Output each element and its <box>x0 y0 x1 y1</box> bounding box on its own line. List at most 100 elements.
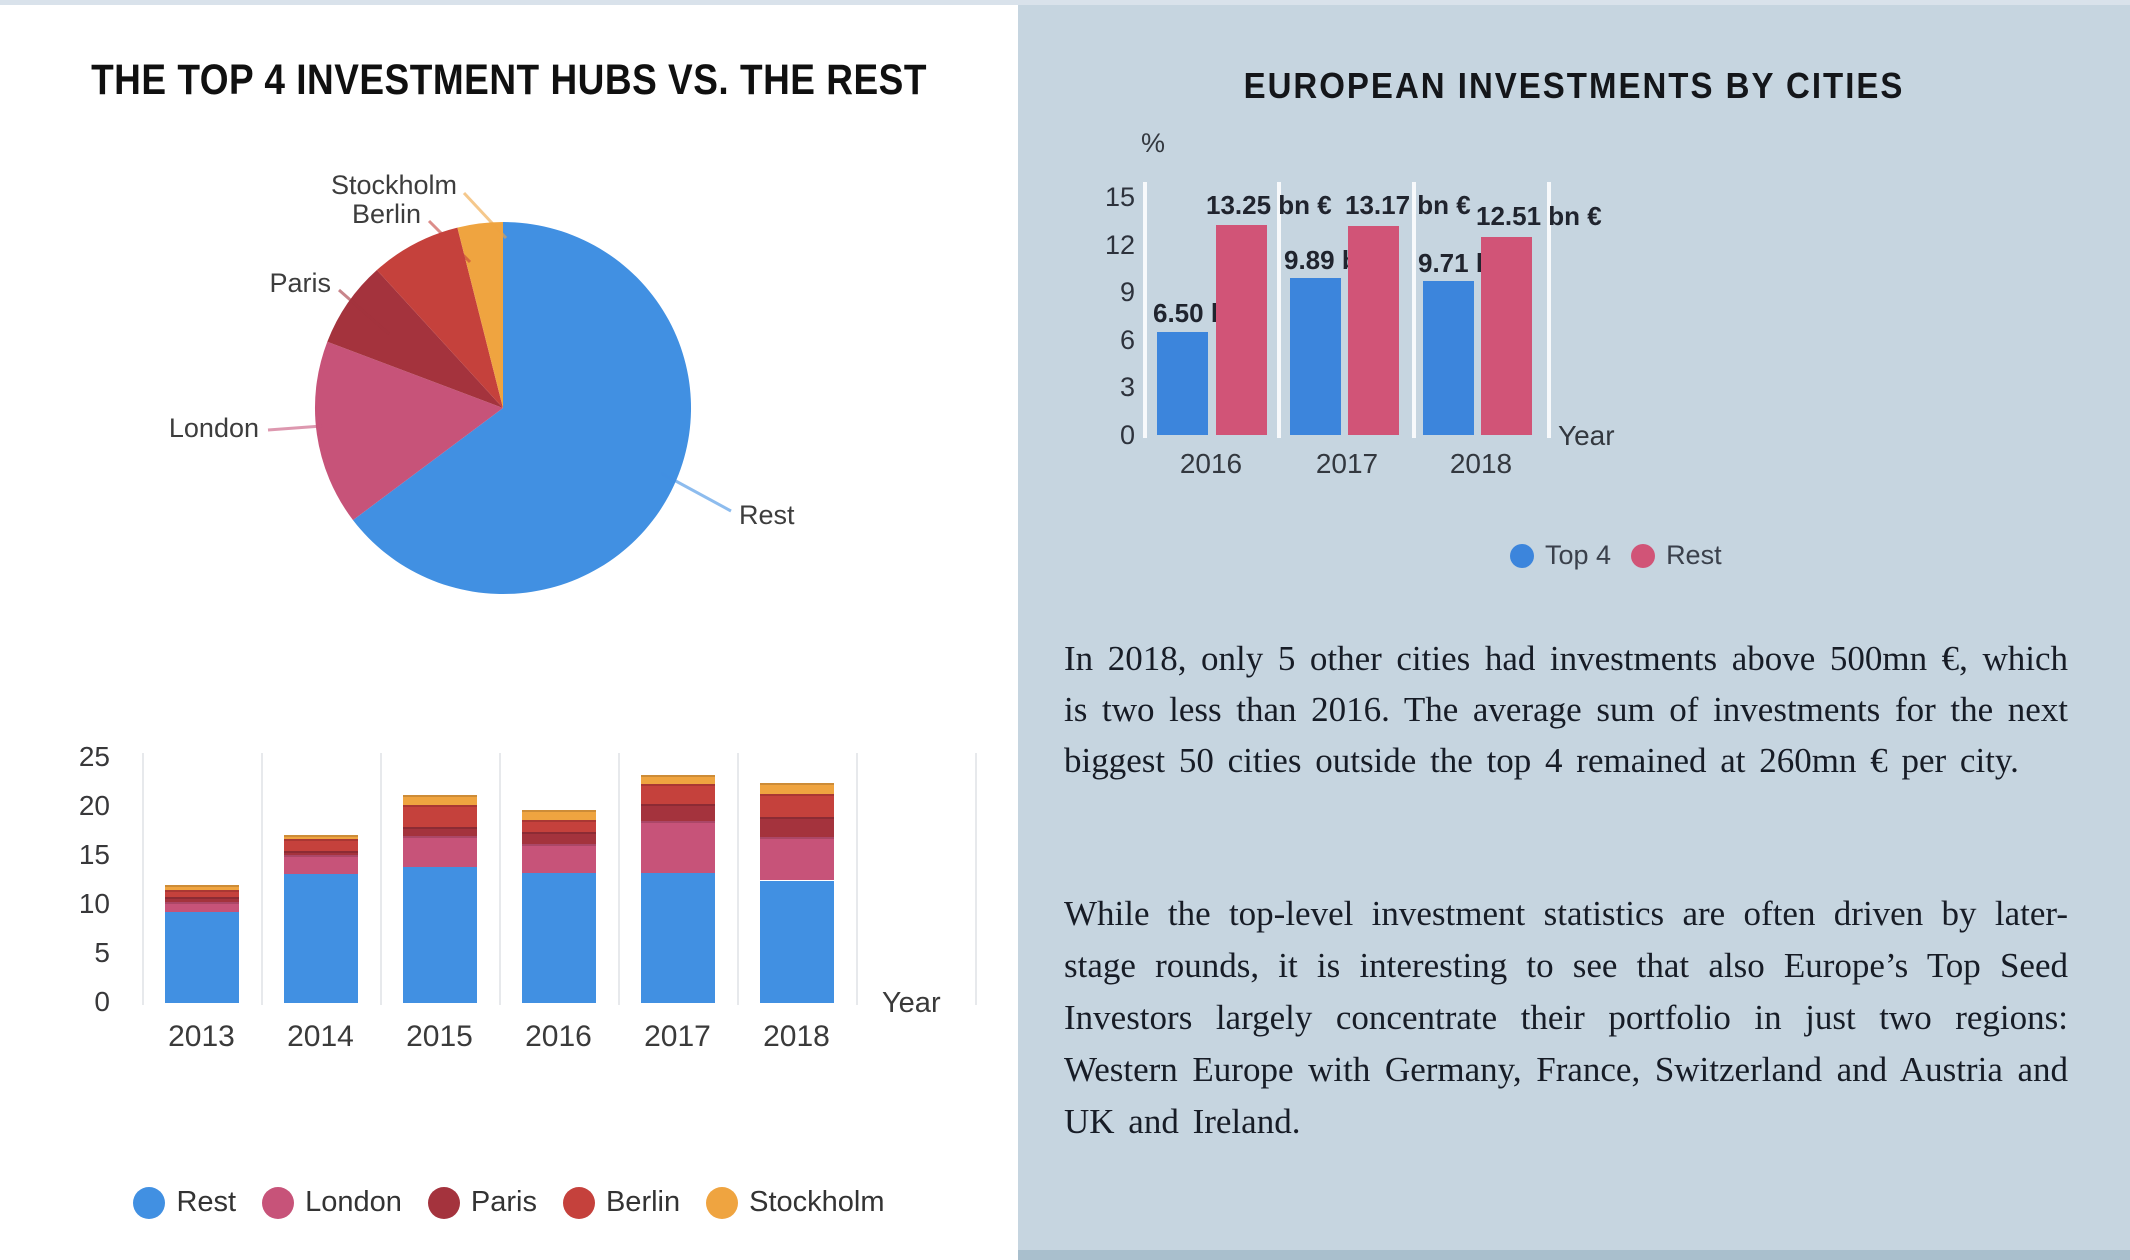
grouped-x-tick-2017: 2017 <box>1315 448 1379 479</box>
pie-leader-paris <box>338 288 390 336</box>
bar-segment-stockholm-2014 <box>283 835 358 840</box>
bar-segment-paris-2017 <box>640 804 715 821</box>
legend-item-rest: Rest <box>1631 540 1722 571</box>
grouped-x-tick-2018: 2018 <box>1449 448 1513 479</box>
bar-segment-rest-2014 <box>283 873 358 1003</box>
pie-slice-stockholm <box>457 222 503 408</box>
pie-leader-london <box>267 424 323 432</box>
stacked-y-tick-20: 20 <box>78 790 110 821</box>
grouped-gridline-0 <box>1143 182 1147 438</box>
grouped-chart-legend: Top 4 Rest <box>1510 540 1722 571</box>
bar-segment-london-2013 <box>164 902 239 912</box>
stacked-chart-legend: Rest London Paris Berlin Stockholm <box>0 1186 1018 1219</box>
grouped-y-tick-9: 9 <box>1119 277 1135 308</box>
legend-label-berlin: Berlin <box>605 1186 681 1218</box>
bar-segment-london-2015 <box>402 836 477 867</box>
top-strip <box>0 0 2130 5</box>
bar-segment-london-2014 <box>283 855 358 874</box>
pie-slice-rest <box>353 222 692 595</box>
legend-dot-top-4 <box>1510 543 1534 568</box>
stacked-gridline-3 <box>499 753 501 1005</box>
bar-segment-paris-2014 <box>283 851 358 855</box>
bar-rest-2016 <box>1216 224 1267 435</box>
pie-leader-berlin <box>427 219 472 264</box>
pie-leader-stockholm <box>462 191 508 240</box>
bar-segment-berlin-2013 <box>164 890 239 898</box>
bar-top-4-2016 <box>1157 331 1208 435</box>
legend-item-berlin: Berlin <box>562 1186 681 1219</box>
bar-segment-berlin-2014 <box>283 839 358 852</box>
bar-segment-rest-2017 <box>640 872 715 1003</box>
grouped-yaxis-label: % <box>1141 128 1166 158</box>
pie-leader-rest <box>660 471 732 513</box>
legend-item-rest: Rest <box>133 1186 236 1219</box>
bar-segment-paris-2018 <box>759 816 834 838</box>
grouped-y-tick-6: 6 <box>1119 324 1135 355</box>
pie-slice-london <box>314 341 503 521</box>
left-panel <box>0 5 1018 1260</box>
stacked-gridline-7 <box>975 753 977 1005</box>
legend-label-rest: Rest <box>176 1186 237 1218</box>
bar-segment-london-2017 <box>640 820 715 873</box>
stacked-y-tick-25: 25 <box>78 741 110 772</box>
bar-segment-rest-2015 <box>402 866 477 1003</box>
stacked-x-tick-2015: 2015 <box>406 1020 473 1053</box>
legend-item-top-4: Top 4 <box>1510 540 1611 571</box>
stacked-x-tick-2013: 2013 <box>168 1020 235 1053</box>
bar-segment-rest-2016 <box>521 872 596 1003</box>
pie-slice-paris <box>327 270 503 408</box>
legend-label-stockholm: Stockholm <box>749 1186 885 1218</box>
right-panel <box>1018 5 2130 1260</box>
stacked-y-tick-15: 15 <box>78 839 110 870</box>
stacked-x-tick-2014: 2014 <box>287 1020 354 1053</box>
pie-label-london: London <box>169 413 259 443</box>
stacked-y-tick-5: 5 <box>94 937 110 968</box>
legend-item-paris: Paris <box>427 1186 537 1219</box>
legend-label-london: London <box>305 1186 402 1218</box>
pie-label-paris: Paris <box>269 268 331 298</box>
bar-segment-paris-2016 <box>521 832 596 845</box>
bar-segment-stockholm-2017 <box>640 774 715 785</box>
stacked-gridline-5 <box>737 753 739 1005</box>
bar-segment-paris-2013 <box>164 897 239 903</box>
legend-item-london: London <box>262 1186 402 1219</box>
stacked-gridline-0 <box>142 753 144 1005</box>
legend-label-rest: Rest <box>1666 540 1722 570</box>
grouped-y-tick-0: 0 <box>1119 420 1135 450</box>
legend-dot-paris <box>427 1186 460 1219</box>
stacked-x-tick-2016: 2016 <box>525 1020 592 1053</box>
bar-segment-stockholm-2013 <box>164 885 239 891</box>
bar-rest-2017 <box>1348 226 1399 435</box>
bar-top-4-2017 <box>1290 278 1341 435</box>
bar-segment-london-2016 <box>521 844 596 873</box>
footer-strip <box>1018 1250 2130 1260</box>
grouped-xaxis-label: Year <box>1558 420 1615 451</box>
legend-label-top-4: Top 4 <box>1545 540 1612 570</box>
bar-segment-rest-2018 <box>759 880 834 1003</box>
legend-label-paris: Paris <box>470 1186 537 1218</box>
grouped-y-tick-15: 15 <box>1104 181 1135 212</box>
bar-segment-paris-2015 <box>402 826 477 837</box>
stacked-xaxis-label: Year <box>882 987 941 1019</box>
grouped-x-tick-2016: 2016 <box>1179 448 1243 479</box>
pie-label-berlin: Berlin <box>352 199 421 229</box>
stacked-gridline-2 <box>380 753 382 1005</box>
legend-item-stockholm: Stockholm <box>706 1186 885 1219</box>
stacked-gridline-4 <box>618 753 620 1005</box>
value-label-rest-2017: 13.17 bn € <box>1345 190 1471 220</box>
legend-dot-berlin <box>562 1186 595 1219</box>
value-label-rest-2016: 13.25 bn € <box>1206 190 1332 220</box>
grouped-gridline-3 <box>1547 182 1551 438</box>
bar-top-4-2018 <box>1423 280 1474 435</box>
bar-segment-berlin-2015 <box>402 805 477 827</box>
grouped-gridline-2 <box>1412 182 1416 438</box>
bar-segment-stockholm-2016 <box>521 809 596 820</box>
stacked-x-tick-2017: 2017 <box>644 1020 711 1053</box>
stacked-x-tick-2018: 2018 <box>763 1020 830 1053</box>
grouped-y-tick-12: 12 <box>1104 229 1135 260</box>
bar-rest-2018 <box>1481 236 1532 435</box>
bar-segment-berlin-2018 <box>759 794 834 817</box>
grouped-gridline-1 <box>1277 182 1281 438</box>
value-label-rest-2018: 12.51 bn € <box>1476 201 1602 231</box>
